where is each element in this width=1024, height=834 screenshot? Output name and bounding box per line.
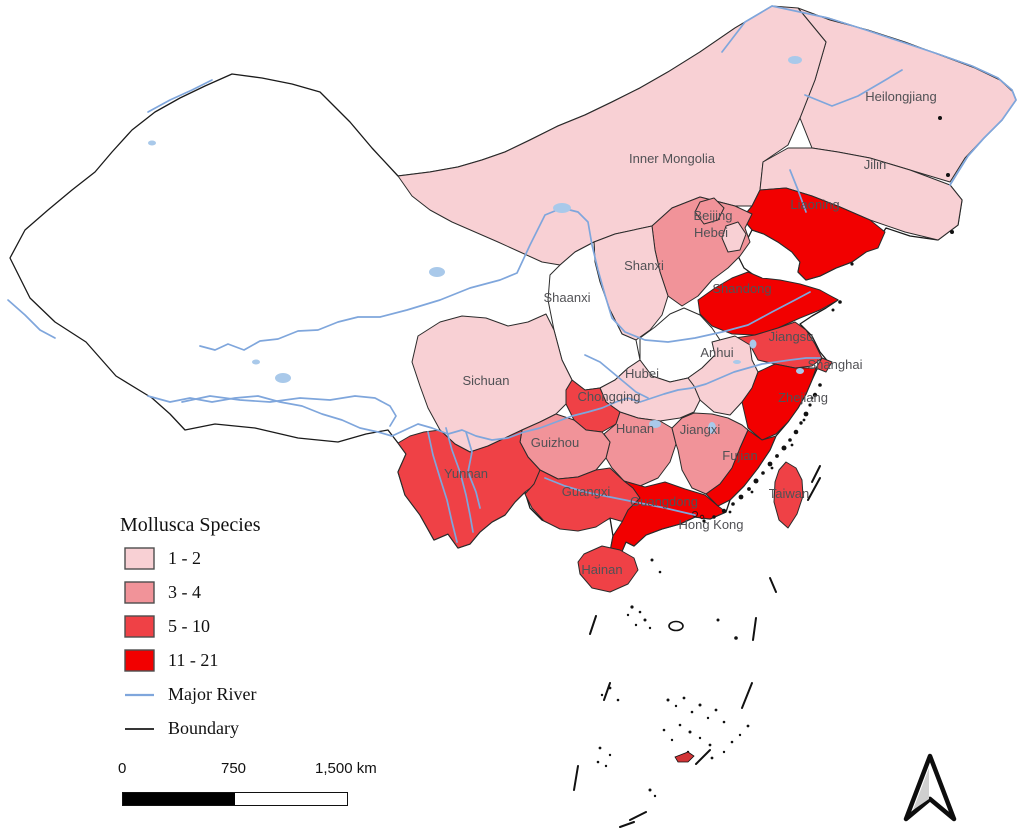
legend-river-swatch	[125, 693, 154, 697]
river-west-xinjiang	[7, 299, 56, 339]
province-liaoning-shape	[741, 187, 886, 281]
legend-swatch-3	[124, 615, 155, 638]
river-liao	[789, 169, 807, 213]
legend-label-class-2: 3 - 4	[168, 582, 201, 602]
label-guizhou: Guizhou	[531, 435, 579, 450]
atoll-ring	[668, 620, 684, 632]
river-tsangpo	[181, 395, 397, 427]
legend-item-class-4: 11 - 21	[124, 649, 348, 672]
taiwan-slash	[811, 465, 821, 483]
province-beijing-shape	[694, 197, 725, 225]
dash-line-segments	[573, 477, 821, 828]
legend-boundary-swatch	[125, 728, 154, 730]
label-jilin: Jilin	[864, 157, 886, 172]
river-pearl	[544, 477, 696, 516]
province-taiwan-shape	[773, 461, 804, 529]
label-heilongjiang: Heilongjiang	[865, 89, 937, 104]
label-zhejiang: Zhejiang	[778, 390, 828, 405]
river-yangtze	[147, 357, 821, 441]
legend-label-class-3: 5 - 10	[168, 616, 210, 636]
label-anhui: Anhui	[700, 345, 733, 360]
coastal-islands	[650, 116, 954, 574]
label-yunnan: Yunnan	[444, 466, 488, 481]
label-hubei: Hubei	[625, 366, 659, 381]
label-shanxi: Shanxi	[624, 258, 664, 273]
legend-label-river: Major River	[168, 684, 257, 704]
scale-tick-1500: 1,500 km	[315, 760, 377, 777]
label-jiangsu: Jiangsu	[769, 329, 814, 344]
river-amur	[721, 5, 1017, 186]
scale-tick-750: 750	[221, 760, 247, 777]
lake-poyang	[708, 422, 716, 434]
reef-red	[674, 751, 695, 763]
province-shapes	[397, 5, 1017, 593]
legend-item-class-1: 1 - 2	[124, 547, 348, 570]
legend-swatch-4	[124, 649, 155, 672]
province-shanghai-shape	[815, 357, 833, 373]
river-salween	[427, 431, 458, 543]
province-hainan-shape	[577, 545, 639, 593]
label-hunan: Hunan	[616, 421, 654, 436]
label-shaanxi: Shaanxi	[544, 290, 591, 305]
river-mekong	[445, 427, 474, 533]
river-upper-yangtze-bend	[465, 431, 481, 509]
label-jiangxi: Jiangxi	[680, 422, 721, 437]
legend-label-boundary: Boundary	[168, 718, 239, 738]
province-unlabeled-coastal-shape	[721, 221, 747, 253]
river-yellow	[199, 207, 811, 351]
label-inner-mongolia: Inner Mongolia	[629, 151, 716, 166]
province-hong-kong-shape-2	[699, 514, 705, 520]
label-fujian: Fujian	[722, 448, 757, 463]
lake-hulun	[788, 56, 802, 64]
lakes	[148, 56, 804, 434]
province-fujian-shape	[705, 429, 777, 507]
scale-bar-graphic	[122, 792, 348, 806]
label-chongqing: Chongqing	[578, 389, 641, 404]
label-beijing: Beijing	[693, 208, 732, 223]
legend-item-class-3: 5 - 10	[124, 615, 348, 638]
river-han	[584, 354, 649, 399]
lake-hongze	[749, 339, 757, 349]
lake-chaohu	[733, 360, 741, 364]
river-songhua	[804, 69, 903, 107]
north-arrow-icon	[903, 753, 957, 822]
legend-item-boundary: Boundary	[124, 717, 348, 740]
label-sichuan: Sichuan	[463, 373, 510, 388]
label-hong-kong: Hong Kong	[678, 517, 743, 532]
legend-swatch-2	[124, 581, 155, 604]
label-hebei: Hebei	[694, 225, 728, 240]
scale-bar: 0 750 1,500 km	[118, 760, 418, 812]
province-zhejiang-shape	[741, 363, 817, 441]
label-liaoning: Liaoning	[790, 197, 839, 212]
lake-tai	[796, 368, 804, 374]
legend-item-river: Major River	[124, 683, 348, 706]
label-guangdong: Guangdong	[630, 494, 698, 509]
south-sea-islands	[573, 465, 821, 828]
lake-qinghai	[275, 373, 291, 383]
label-guangxi: Guangxi	[562, 484, 611, 499]
major-rivers	[7, 5, 1017, 543]
lake-gansu	[429, 267, 445, 277]
legend-swatch-1	[124, 547, 155, 570]
legend-item-class-2: 3 - 4	[124, 581, 348, 604]
lake-tibet	[252, 359, 260, 365]
province-guangdong-shape	[609, 480, 727, 557]
legend-title: Mollusca Species	[120, 514, 261, 536]
label-hainan: Hainan	[581, 562, 622, 577]
lake-xinjiang	[148, 140, 156, 146]
label-taiwan: Taiwan	[769, 486, 809, 501]
lake-ordos	[553, 203, 571, 213]
scale-tick-0: 0	[118, 760, 127, 777]
province-sichuan-shape	[411, 313, 573, 453]
legend: Mollusca Species 1 - 2 3 - 4 5 - 10 11 -…	[118, 514, 348, 751]
legend-label-class-1: 1 - 2	[168, 548, 201, 568]
province-labels: Heilongjiang Jilin Inner Mongolia Liaoni…	[444, 89, 937, 577]
label-shandong: Shandong	[712, 281, 771, 296]
legend-label-class-4: 11 - 21	[168, 650, 219, 670]
lake-dongting	[649, 420, 661, 428]
label-shanghai: Shanghai	[808, 357, 863, 372]
river-irtysh	[147, 79, 213, 113]
